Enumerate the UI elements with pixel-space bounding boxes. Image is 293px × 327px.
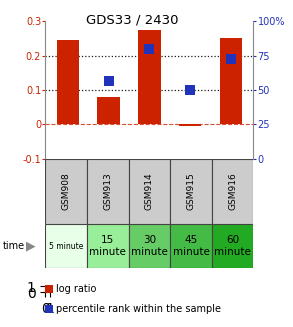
Bar [129,159,170,224]
Bar [45,224,87,268]
Bar [179,124,202,126]
Text: GSM915: GSM915 [187,172,195,210]
Bar [220,39,242,124]
Bar [87,224,129,268]
Text: GDS33 / 2430: GDS33 / 2430 [86,13,178,26]
Bar [170,159,212,224]
Bar [212,224,253,268]
Text: GSM908: GSM908 [62,172,71,210]
Bar [45,159,87,224]
Point [229,56,233,61]
Text: log ratio: log ratio [56,284,96,294]
Text: 5 minute: 5 minute [49,242,84,250]
Text: percentile rank within the sample: percentile rank within the sample [56,304,221,314]
Text: 30
minute: 30 minute [131,235,168,257]
Text: 60
minute: 60 minute [214,235,251,257]
Bar [57,40,79,124]
Bar [138,30,161,124]
Text: time: time [3,241,25,251]
Text: 15
minute: 15 minute [89,235,126,257]
Text: 45
minute: 45 minute [173,235,209,257]
Text: ▶: ▶ [26,240,36,252]
Text: GSM913: GSM913 [103,172,112,210]
Bar [87,159,129,224]
Bar [212,159,253,224]
Text: GSM914: GSM914 [145,172,154,210]
Point [188,87,193,93]
Text: GSM916: GSM916 [228,172,237,210]
Point [147,46,152,51]
Bar [129,224,170,268]
Bar [170,224,212,268]
Bar [97,97,120,124]
Point [106,79,111,84]
